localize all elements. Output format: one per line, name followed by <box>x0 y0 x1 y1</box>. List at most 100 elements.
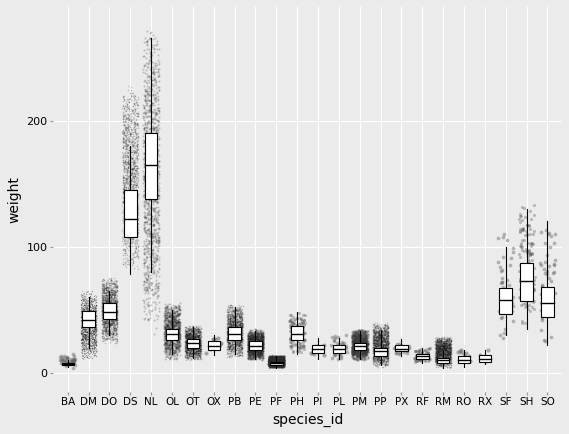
Point <box>163 335 172 342</box>
Point <box>530 274 539 281</box>
Point <box>382 342 391 349</box>
Point <box>121 144 130 151</box>
Point <box>250 342 259 349</box>
Point <box>369 355 378 362</box>
Point <box>349 354 358 361</box>
Point <box>351 340 360 347</box>
Point <box>516 227 525 234</box>
Point <box>182 331 191 338</box>
Point <box>79 332 88 339</box>
Point <box>529 286 538 293</box>
Point <box>121 151 130 158</box>
Point <box>148 200 157 207</box>
Point <box>272 355 281 362</box>
Point <box>237 324 246 331</box>
Point <box>377 342 386 349</box>
Point <box>108 285 117 292</box>
Point <box>437 351 446 358</box>
Point <box>170 347 179 354</box>
Point <box>109 304 118 311</box>
Point <box>442 355 451 362</box>
Point <box>130 187 139 194</box>
Point <box>438 342 447 349</box>
Point <box>369 339 378 346</box>
Point <box>224 322 233 329</box>
Point <box>439 339 448 345</box>
Point <box>265 357 274 364</box>
Point <box>81 316 90 323</box>
Point <box>162 316 171 323</box>
Point <box>235 321 244 328</box>
Point <box>277 361 286 368</box>
Point <box>150 91 159 98</box>
Point <box>89 320 98 327</box>
Point <box>278 355 287 362</box>
Point <box>185 339 194 346</box>
Point <box>154 176 163 183</box>
Point <box>370 353 380 360</box>
Point <box>111 316 120 323</box>
Point <box>442 339 451 345</box>
Point <box>371 321 380 328</box>
Point <box>131 148 140 155</box>
Point <box>443 355 452 362</box>
Point <box>446 353 455 360</box>
Point <box>375 335 384 342</box>
Point <box>98 296 108 303</box>
Point <box>230 316 240 323</box>
Point <box>124 217 133 224</box>
Point <box>194 351 203 358</box>
Point <box>274 354 283 361</box>
Point <box>440 335 450 342</box>
Point <box>171 318 180 325</box>
Point <box>145 190 154 197</box>
Point <box>384 355 393 362</box>
Point <box>196 348 205 355</box>
Point <box>85 335 94 342</box>
Point <box>249 353 258 360</box>
Point <box>98 306 108 313</box>
Point <box>194 345 203 352</box>
Point <box>101 319 110 326</box>
Point <box>166 308 175 315</box>
Point <box>224 326 233 332</box>
Point <box>88 333 97 340</box>
Point <box>64 360 73 367</box>
Point <box>234 342 243 349</box>
Point <box>374 361 384 368</box>
Point <box>98 316 107 323</box>
Point <box>193 355 202 362</box>
Point <box>131 167 141 174</box>
Point <box>273 358 282 365</box>
Point <box>189 329 199 335</box>
Point <box>530 265 539 272</box>
Point <box>373 327 382 334</box>
Point <box>278 362 287 368</box>
Point <box>147 189 156 196</box>
Point <box>222 312 232 319</box>
Point <box>131 245 141 252</box>
Point <box>77 305 86 312</box>
Point <box>226 330 235 337</box>
Point <box>440 355 449 362</box>
Point <box>225 333 234 340</box>
Point <box>92 318 101 325</box>
Point <box>128 239 137 246</box>
Point <box>310 348 319 355</box>
Point <box>129 238 138 245</box>
Point <box>132 138 141 145</box>
Point <box>275 358 284 365</box>
Point <box>145 191 154 198</box>
Point <box>292 329 301 336</box>
Point <box>111 330 120 337</box>
Point <box>154 299 163 306</box>
Point <box>236 332 245 339</box>
Point <box>236 334 245 341</box>
Point <box>166 343 175 350</box>
Point <box>166 328 175 335</box>
Point <box>142 87 151 94</box>
Point <box>277 358 286 365</box>
Point <box>433 354 442 361</box>
Point <box>383 349 392 356</box>
Point <box>108 324 117 331</box>
